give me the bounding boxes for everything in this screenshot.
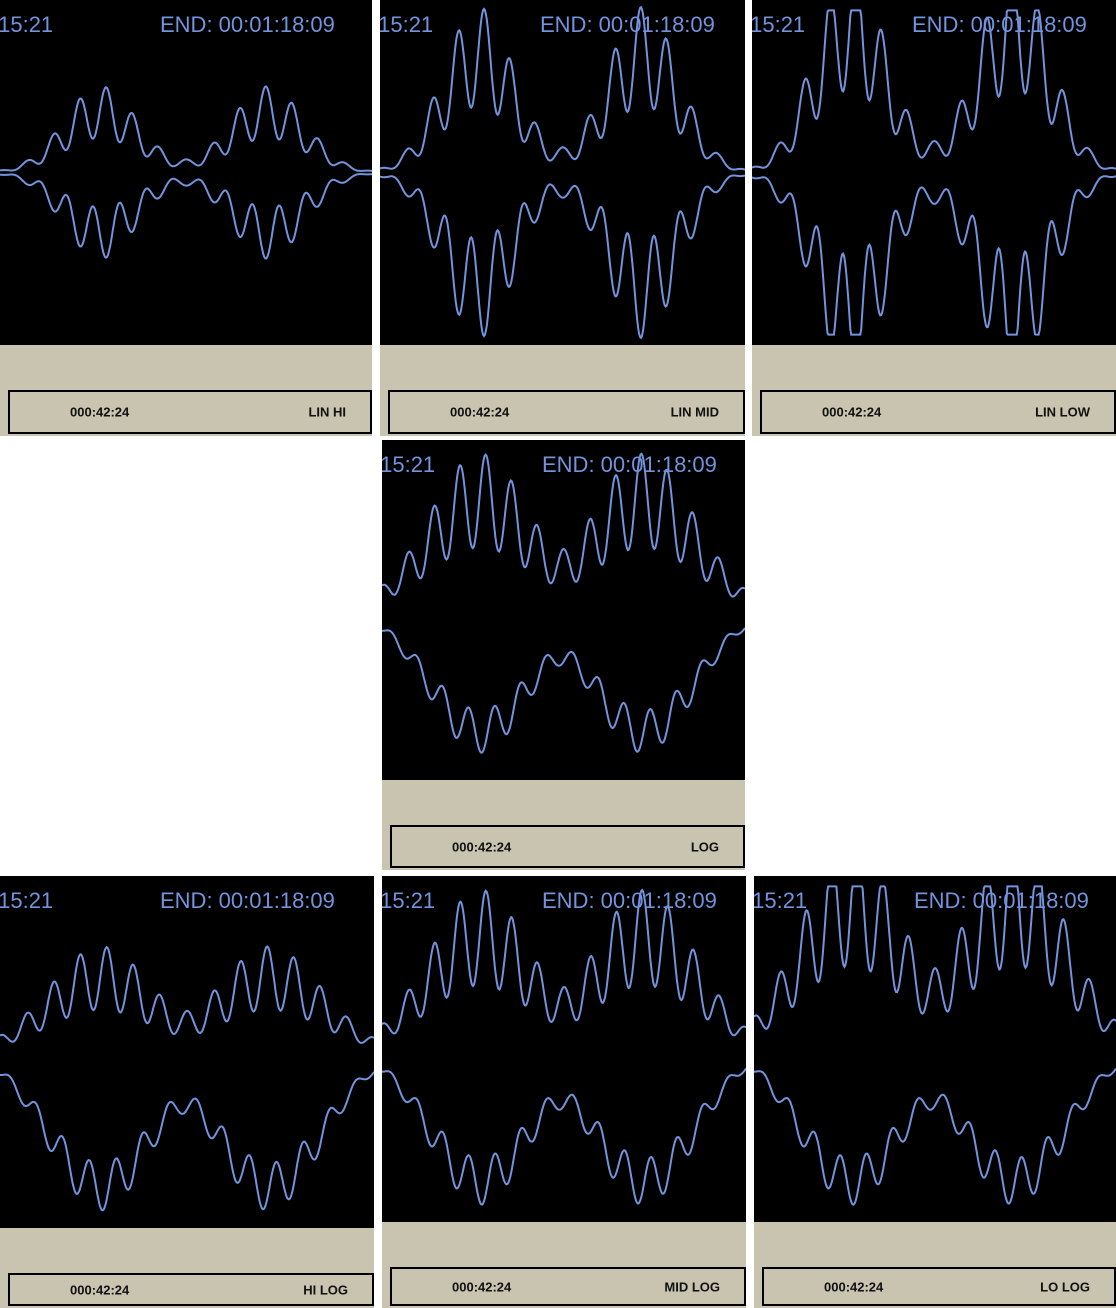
screen: :15:21END: 00:01:18:09000:42:24LIN HI:15…	[0, 0, 1116, 1308]
scale-mode: MID LOG	[664, 1279, 720, 1294]
scale-mode: LO LOG	[1040, 1279, 1090, 1294]
status-bar: 000:42:24 LIN HI	[8, 390, 372, 434]
status-bar: 000:42:24 LIN LOW	[760, 390, 1116, 434]
status-bar: 000:42:24 LO LOG	[762, 1267, 1116, 1306]
end-time: END: 00:01:18:09	[540, 12, 715, 37]
position-time: 000:42:24	[822, 405, 881, 420]
start-time: :15:21	[754, 888, 807, 913]
position-time: 000:42:24	[450, 405, 509, 420]
waveform-view: :15:21 END: 00:01:18:09	[754, 876, 1116, 1222]
start-time: :15:21	[382, 452, 435, 477]
start-time: :15:21	[752, 12, 805, 37]
waveform-view: :15:21 END: 00:01:18:09	[382, 876, 746, 1222]
position-time: 000:42:24	[452, 1279, 511, 1294]
position-time: 000:42:24	[70, 1282, 129, 1297]
position-time: 000:42:24	[70, 405, 129, 420]
waveform-view: :15:21 END: 00:01:18:09	[382, 440, 745, 780]
end-time: END: 00:01:18:09	[542, 888, 717, 913]
start-time: :15:21	[0, 12, 53, 37]
status-bar: 000:42:24 HI LOG	[8, 1273, 374, 1306]
status-bar: 000:42:24 LOG	[390, 825, 745, 868]
start-time: :15:21	[0, 888, 53, 913]
scale-mode: LIN HI	[308, 405, 346, 420]
status-bar: 000:42:24 MID LOG	[390, 1267, 746, 1306]
start-time: :15:21	[382, 888, 435, 913]
wave-panel: :15:21 END: 00:01:18:09 000:42:24 LOG	[382, 440, 745, 870]
waveform-background	[754, 876, 1116, 1222]
wave-panel: :15:21 END: 00:01:18:09 000:42:24 MID LOG	[382, 876, 746, 1308]
end-time: END: 00:01:18:09	[160, 888, 335, 913]
scale-mode: LOG	[691, 839, 719, 854]
wave-panel: :15:21 END: 00:01:18:09 000:42:24 LIN HI	[0, 0, 372, 436]
waveform-view: :15:21 END: 00:01:18:09	[752, 0, 1116, 345]
scale-mode: LIN LOW	[1035, 405, 1090, 420]
wave-panel: :15:21 END: 00:01:18:09 000:42:24 LIN LOW	[752, 0, 1116, 436]
wave-panel: :15:21 END: 00:01:18:09 000:42:24 LO LOG	[754, 876, 1116, 1308]
position-time: 000:42:24	[824, 1279, 883, 1294]
wave-panel: :15:21 END: 00:01:18:09 000:42:24 HI LOG	[0, 876, 374, 1308]
scale-mode: LIN MID	[671, 405, 719, 420]
waveform-background	[752, 0, 1116, 345]
waveform-view: :15:21 END: 00:01:18:09	[0, 0, 372, 345]
waveform-background	[382, 876, 746, 1222]
position-time: 000:42:24	[452, 839, 511, 854]
status-bar: 000:42:24 LIN MID	[388, 390, 745, 434]
end-time: END: 00:01:18:09	[912, 12, 1087, 37]
end-time: END: 00:01:18:09	[542, 452, 717, 477]
waveform-background	[0, 0, 372, 345]
end-time: END: 00:01:18:09	[914, 888, 1089, 913]
waveform-view: :15:21 END: 00:01:18:09	[380, 0, 745, 345]
wave-panel: :15:21 END: 00:01:18:09 000:42:24 LIN MID	[380, 0, 745, 436]
scale-mode: HI LOG	[303, 1282, 348, 1297]
waveform-background	[0, 876, 374, 1228]
waveform-background	[382, 440, 745, 780]
start-time: :15:21	[380, 12, 433, 37]
end-time: END: 00:01:18:09	[160, 12, 335, 37]
waveform-background	[380, 0, 745, 345]
waveform-view: :15:21 END: 00:01:18:09	[0, 876, 374, 1228]
